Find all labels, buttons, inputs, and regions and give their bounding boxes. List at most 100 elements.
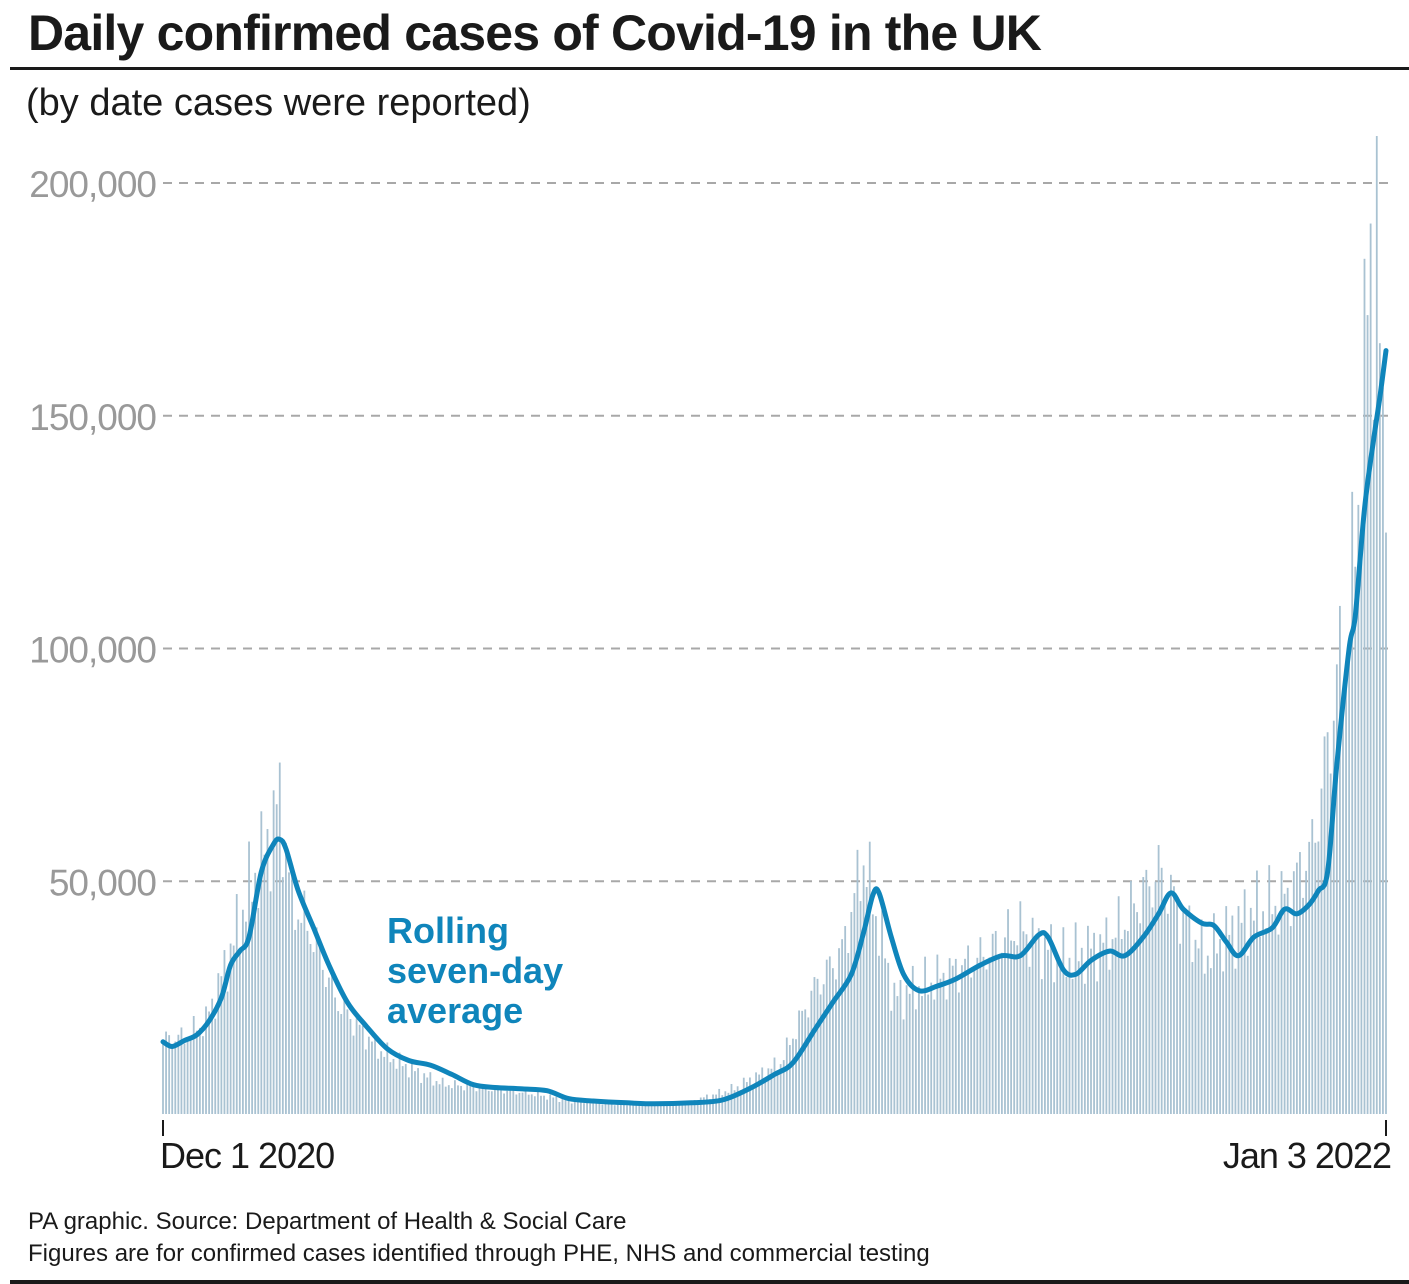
daily-bar bbox=[666, 1103, 668, 1114]
daily-bar bbox=[438, 1084, 441, 1114]
daily-bar bbox=[269, 891, 272, 1114]
daily-bar bbox=[721, 1095, 724, 1114]
daily-bar bbox=[911, 965, 914, 1114]
daily-bar bbox=[1160, 867, 1163, 1114]
daily-bar bbox=[444, 1086, 447, 1114]
daily-bar bbox=[1237, 906, 1240, 1114]
daily-bar bbox=[948, 958, 951, 1114]
daily-bar bbox=[266, 829, 269, 1114]
footer-rule bbox=[10, 1280, 1409, 1284]
daily-bar bbox=[404, 1064, 407, 1114]
daily-bar bbox=[1231, 915, 1234, 1114]
daily-bar bbox=[924, 956, 926, 1114]
daily-bar bbox=[417, 1068, 419, 1114]
daily-bar bbox=[890, 1010, 893, 1114]
daily-bar bbox=[1083, 983, 1086, 1114]
daily-bar bbox=[518, 1092, 521, 1114]
daily-bar bbox=[1028, 966, 1031, 1114]
x-tick-label: Dec 1 2020 bbox=[160, 1135, 334, 1176]
daily-bar bbox=[358, 1024, 361, 1114]
daily-bar bbox=[715, 1094, 718, 1114]
daily-bar bbox=[484, 1086, 487, 1114]
daily-bar bbox=[1151, 907, 1154, 1114]
daily-bar bbox=[844, 926, 847, 1114]
daily-bar bbox=[662, 1102, 665, 1114]
daily-bar bbox=[878, 955, 880, 1114]
daily-bar bbox=[367, 1036, 370, 1114]
methodology-note: Figures are for confirmed cases identifi… bbox=[28, 1240, 930, 1267]
daily-bar bbox=[933, 999, 936, 1114]
daily-bar bbox=[226, 991, 229, 1114]
daily-bar bbox=[570, 1103, 573, 1114]
daily-bar bbox=[653, 1104, 656, 1114]
daily-bar bbox=[798, 1010, 800, 1114]
daily-bar bbox=[168, 1035, 171, 1114]
daily-bar bbox=[659, 1102, 662, 1114]
daily-bar bbox=[180, 1027, 183, 1114]
daily-bar bbox=[192, 1015, 195, 1114]
daily-bar bbox=[229, 943, 232, 1114]
daily-bar bbox=[426, 1077, 429, 1114]
daily-bar bbox=[1166, 913, 1169, 1114]
x-tick-label: Jan 3 2022 bbox=[1223, 1135, 1391, 1176]
daily-bar bbox=[1169, 874, 1172, 1114]
daily-bar bbox=[275, 804, 278, 1114]
daily-bar bbox=[1378, 343, 1381, 1114]
daily-bar bbox=[1108, 969, 1111, 1114]
daily-bar bbox=[693, 1100, 696, 1114]
daily-bar bbox=[1335, 664, 1338, 1114]
daily-bar bbox=[1154, 881, 1157, 1114]
daily-bar bbox=[1099, 934, 1102, 1114]
daily-bar bbox=[1102, 942, 1105, 1114]
daily-bar bbox=[1037, 928, 1040, 1114]
daily-bar bbox=[825, 959, 828, 1114]
daily-bar bbox=[202, 1036, 204, 1114]
daily-bar bbox=[862, 865, 865, 1114]
daily-bar bbox=[392, 1058, 395, 1114]
daily-bar bbox=[389, 1062, 392, 1114]
daily-bar bbox=[281, 877, 284, 1114]
daily-bar bbox=[263, 854, 266, 1114]
daily-bar bbox=[1283, 893, 1286, 1114]
daily-bar bbox=[1326, 732, 1329, 1114]
daily-bar bbox=[463, 1090, 466, 1114]
daily-bar bbox=[364, 1049, 367, 1114]
daily-bar bbox=[749, 1077, 751, 1114]
y-tick-label: 50,000 bbox=[49, 862, 157, 903]
daily-bar bbox=[309, 944, 312, 1114]
daily-bar bbox=[1148, 886, 1151, 1114]
daily-bar bbox=[1252, 920, 1255, 1114]
daily-bar bbox=[905, 985, 908, 1114]
daily-bar bbox=[776, 1070, 779, 1114]
daily-bar bbox=[1299, 852, 1301, 1114]
daily-bar bbox=[1040, 979, 1043, 1114]
daily-bar bbox=[543, 1095, 545, 1114]
daily-bar bbox=[1354, 566, 1357, 1114]
daily-bar bbox=[598, 1102, 601, 1114]
daily-bar bbox=[272, 790, 275, 1114]
daily-bar bbox=[1295, 862, 1298, 1114]
daily-bar bbox=[951, 965, 954, 1114]
daily-bar bbox=[804, 1009, 807, 1114]
daily-bar bbox=[819, 994, 822, 1114]
daily-bar bbox=[478, 1087, 481, 1114]
daily-bar bbox=[850, 911, 853, 1114]
daily-bar bbox=[813, 977, 816, 1114]
daily-bar bbox=[481, 1086, 484, 1114]
daily-bar bbox=[1114, 937, 1117, 1114]
daily-bar bbox=[420, 1082, 423, 1114]
daily-bar bbox=[761, 1067, 764, 1114]
daily-bar bbox=[1311, 819, 1314, 1114]
daily-bar bbox=[334, 997, 336, 1114]
daily-bar bbox=[709, 1099, 711, 1114]
daily-bar bbox=[1126, 931, 1129, 1114]
daily-bar bbox=[1016, 945, 1019, 1114]
daily-bar bbox=[616, 1102, 619, 1114]
daily-bar bbox=[942, 972, 945, 1114]
daily-bar bbox=[755, 1072, 757, 1114]
daily-bar bbox=[736, 1086, 739, 1114]
daily-bar bbox=[220, 976, 223, 1114]
daily-bar bbox=[1213, 913, 1215, 1114]
daily-bar bbox=[1286, 887, 1289, 1114]
daily-bar bbox=[340, 1014, 343, 1114]
